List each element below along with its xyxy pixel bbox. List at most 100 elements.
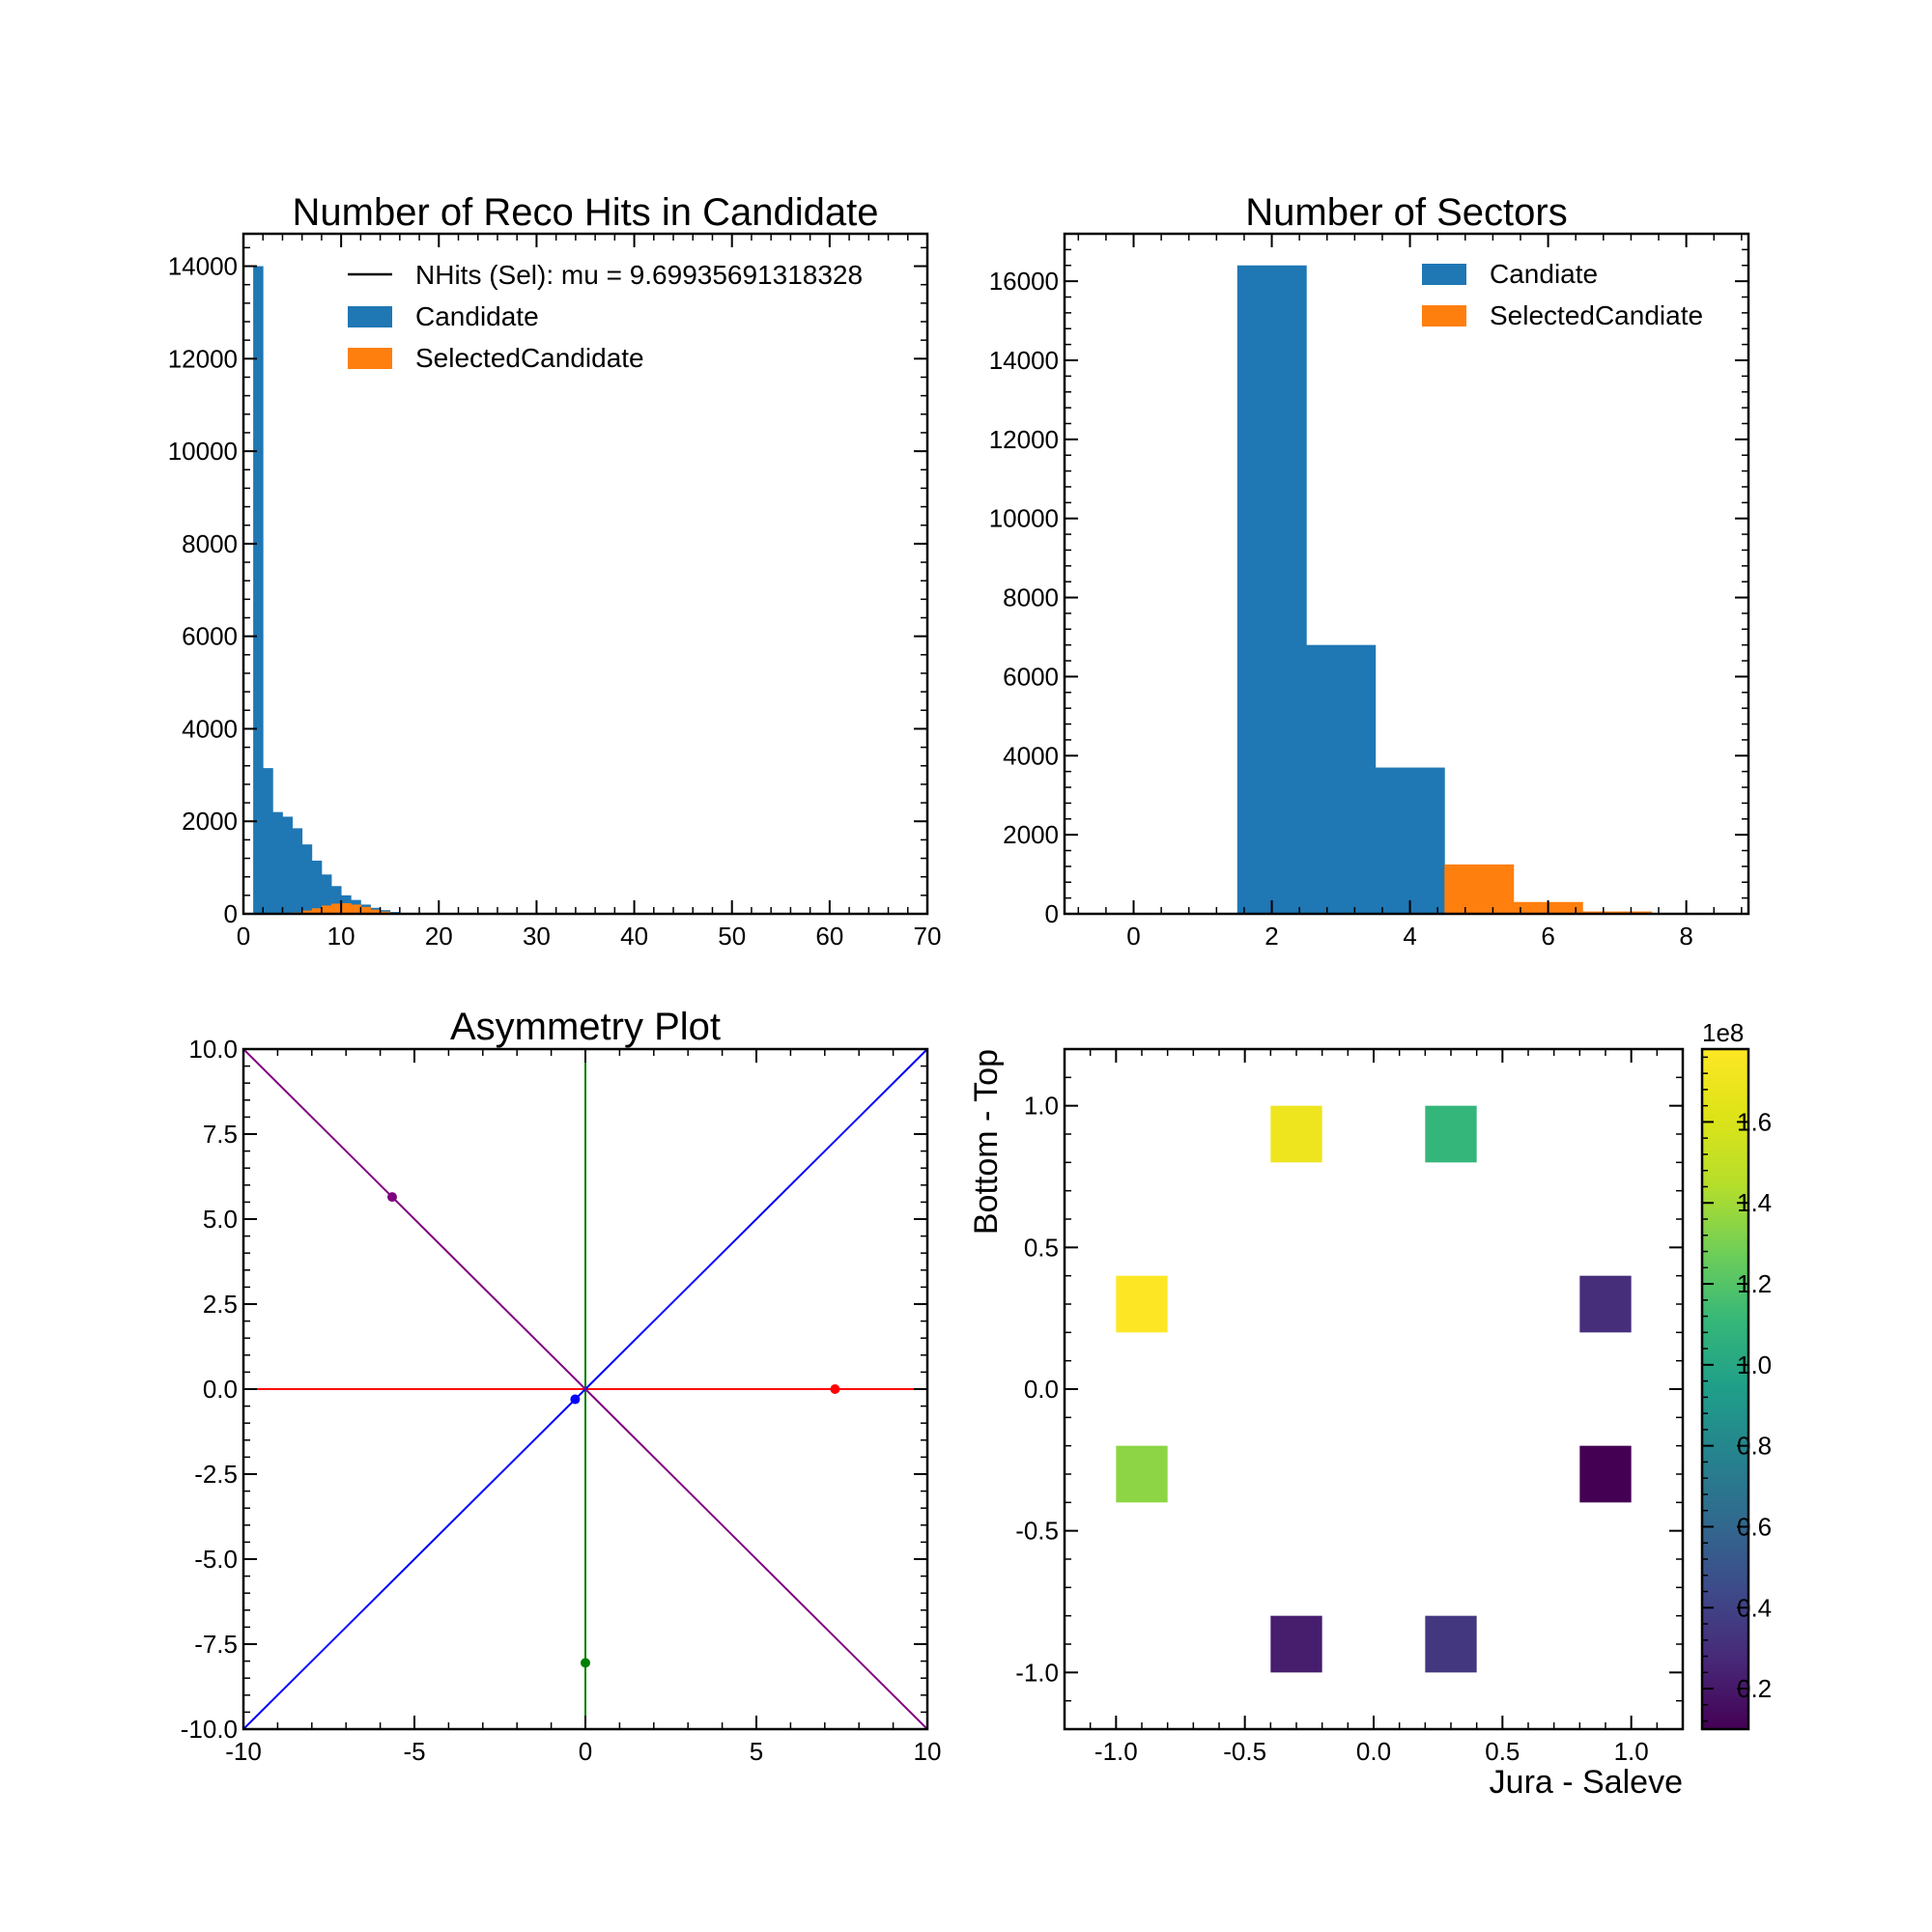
- legend-swatch-candidate: [348, 306, 392, 327]
- heat-y-tick-label: 0.5: [1024, 1233, 1059, 1262]
- hits-x-tick-label: 60: [815, 922, 843, 951]
- sectors-y-tick-label: 16000: [989, 267, 1059, 296]
- hits-y-tick-label: 12000: [168, 344, 238, 373]
- hits-x-tick-label: 40: [620, 922, 648, 951]
- colorbar: [1700, 1047, 1750, 1731]
- colorbar-tick-label: 1.6: [1737, 1107, 1772, 1136]
- heat-x-tick-label: -1.0: [1094, 1737, 1138, 1766]
- heatmap-cell: [1270, 1615, 1322, 1673]
- purple-asymmetry-point: [386, 1192, 397, 1203]
- heat-y-tick-label: 0.0: [1024, 1375, 1059, 1404]
- candidate-hits-bar: [311, 860, 323, 914]
- hits-y-tick-label: 4000: [182, 714, 238, 743]
- asym-x-tick-label: 5: [750, 1737, 763, 1766]
- hits-x-tick-label: 0: [237, 922, 250, 951]
- hits-y-tick-label: 14000: [168, 252, 238, 281]
- hits-x-tick-label: 10: [327, 922, 355, 951]
- candidate-sectors-bar: [1375, 767, 1445, 914]
- heatmap-cell: [1116, 1275, 1168, 1333]
- sectors-chart-title: Number of Sectors: [1245, 191, 1567, 234]
- heatmap-cell: [1579, 1275, 1632, 1333]
- selected-hits-bar: [301, 910, 313, 914]
- blue-asymmetry-point: [570, 1394, 581, 1405]
- sectors-plot-area: [1236, 265, 1653, 915]
- hits-x-tick-label: 70: [914, 922, 942, 951]
- asymmetry-panel: Asymmetry Plot -10 -5 0 5 10 -10.0 -7.5 -5.0 -2.…: [181, 1006, 942, 1766]
- heat-x-tick-label: 0.0: [1356, 1737, 1391, 1766]
- candidate-hits-bar: [292, 828, 303, 914]
- selected-sectors-bar: [1444, 864, 1515, 914]
- heat-x-tick-label: 1.0: [1614, 1737, 1649, 1766]
- hits-y-tick-label: 6000: [182, 622, 238, 651]
- legend-label-candidate: Candidate: [415, 301, 539, 331]
- selected-hits-bar: [331, 903, 342, 914]
- heatmap-y-axis-label: Bottom - Top: [968, 1049, 1005, 1235]
- sectors-axes-frame: [1063, 232, 1750, 916]
- hits-axis-ticks: 0 10 20 30 40 50 60 70 0 2000 4000 6000 8000 10000 120…: [168, 234, 942, 951]
- legend-label-candiate: Candiate: [1490, 259, 1598, 289]
- legend-label-nhits: NHits (Sel): mu = 9.69935691318328: [415, 260, 863, 290]
- hits-x-tick-label: 30: [523, 922, 551, 951]
- asym-y-tick-label: 5.0: [203, 1205, 238, 1234]
- colorbar-tick-label: 0.4: [1737, 1593, 1772, 1622]
- candidate-sectors-bar: [1236, 265, 1307, 915]
- sectors-axis-ticks: 0 2 4 6 8 0 2000 4000 6000 8000 10000 12000 14000 160…: [989, 233, 1748, 951]
- asym-y-tick-label: 2.5: [203, 1290, 238, 1319]
- colorbar-tick-label: 1.4: [1737, 1188, 1772, 1217]
- heatmap-plot-area: [1116, 1105, 1632, 1673]
- colorbar-tick-label: 1.0: [1737, 1350, 1772, 1379]
- legend-swatch-selected-candiate: [1422, 305, 1466, 327]
- colorbar-ticks: 0.2 0.4 0.6 0.8 1.0 1.2 1.4 1.6: [1702, 1056, 1772, 1722]
- colorbar-tick-label: 0.8: [1737, 1432, 1772, 1461]
- hits-histogram-panel: Number of Reco Hits in Candidate 0 10 20 30…: [168, 191, 942, 951]
- sectors-x-tick-label: 8: [1679, 922, 1692, 951]
- sectors-x-tick-label: 0: [1126, 922, 1140, 951]
- asym-y-tick-label: -2.5: [194, 1460, 238, 1489]
- heatmap-panel: -1.0 -0.5 0.0 0.5 1.0 -1.0 -0.5 0.0 0.5 1.0 Jura …: [968, 1018, 1772, 1801]
- hits-y-tick-label: 0: [224, 899, 238, 928]
- candidate-hits-bar: [282, 816, 293, 914]
- heat-y-tick-label: -0.5: [1015, 1517, 1059, 1546]
- heat-x-tick-label: -0.5: [1223, 1737, 1266, 1766]
- candidate-hits-bar: [321, 874, 332, 914]
- legend-label-selected: SelectedCandidate: [415, 343, 644, 373]
- asym-y-tick-label: -7.5: [194, 1630, 238, 1659]
- selected-hits-bar: [351, 904, 361, 914]
- candidate-hits-bar: [253, 266, 264, 914]
- heatmap-cell: [1425, 1615, 1477, 1673]
- hits-y-tick-label: 10000: [168, 437, 238, 466]
- candidate-hits-bar: [263, 768, 273, 914]
- red-asymmetry-point: [830, 1384, 840, 1394]
- candidate-hits-bar: [301, 844, 313, 914]
- hits-legend: NHits (Sel): mu = 9.69935691318328 Candi…: [348, 260, 863, 373]
- selected-hits-bar: [311, 908, 323, 914]
- legend-label-selected-candiate: SelectedCandiate: [1490, 300, 1703, 330]
- selected-hits-bar: [321, 905, 332, 914]
- heat-x-tick-label: 0.5: [1485, 1737, 1520, 1766]
- candidate-hits-bar: [331, 886, 342, 914]
- sectors-y-tick-label: 2000: [1003, 820, 1059, 849]
- sectors-x-tick-label: 4: [1403, 922, 1416, 951]
- sectors-y-tick-label: 0: [1045, 899, 1059, 928]
- asym-y-tick-label: -10.0: [181, 1715, 238, 1744]
- asym-x-tick-label: 0: [579, 1737, 592, 1766]
- asym-y-tick-label: 7.5: [203, 1120, 238, 1149]
- sectors-y-tick-label: 4000: [1003, 741, 1059, 770]
- sectors-x-tick-label: 6: [1541, 922, 1554, 951]
- asym-y-tick-label: 10.0: [188, 1035, 238, 1064]
- green-asymmetry-point: [581, 1658, 590, 1668]
- asym-y-tick-label: -5.0: [194, 1545, 238, 1574]
- heatmap-cell: [1116, 1445, 1168, 1503]
- asym-x-tick-label: -5: [403, 1737, 425, 1766]
- heat-y-tick-label: -1.0: [1015, 1658, 1059, 1687]
- colorbar-tick-label: 1.2: [1737, 1269, 1772, 1298]
- legend-swatch-candiate: [1422, 264, 1466, 285]
- selected-hits-bar: [370, 909, 381, 914]
- hits-y-tick-label: 2000: [182, 807, 238, 836]
- asymmetry-chart-title: Asymmetry Plot: [450, 1006, 721, 1048]
- candidate-sectors-bar: [1306, 644, 1377, 914]
- sectors-y-tick-label: 8000: [1003, 583, 1059, 612]
- asymmetry-axis-ticks: -10 -5 0 5 10 -10.0 -7.5 -5.0 -2.5 0.0 2.5 5.0 7.5 10…: [181, 1035, 942, 1766]
- selected-hits-bar: [360, 906, 371, 914]
